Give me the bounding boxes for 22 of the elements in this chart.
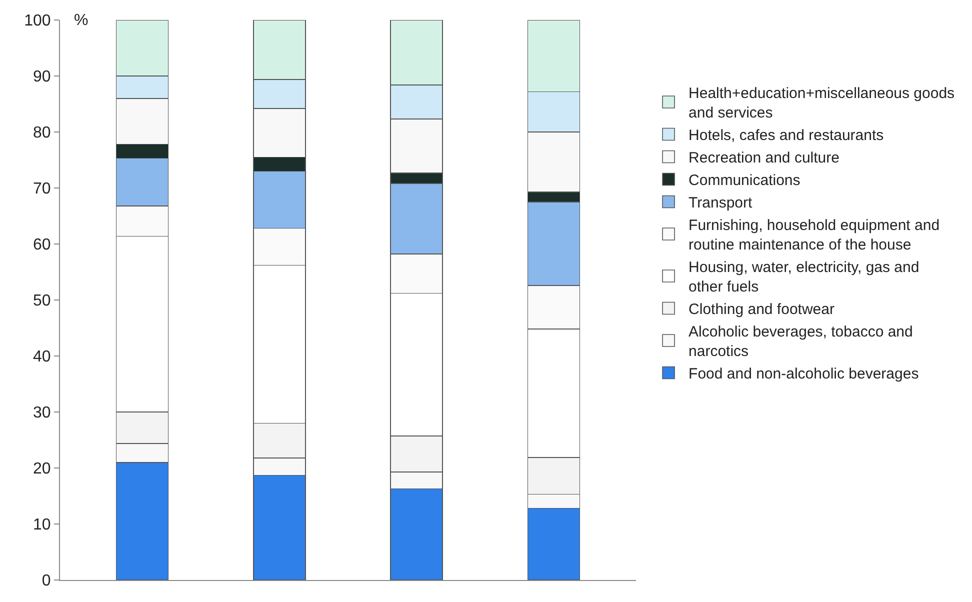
y-axis-title: % [74, 12, 88, 29]
legend-label: Food and non-alcoholic beverages [688, 366, 919, 383]
legend-label: Clothing and footwear [688, 301, 834, 318]
y-tick-label: 50 [33, 292, 51, 310]
y-tick-label: 90 [33, 68, 51, 86]
y-tick-label: 0 [42, 572, 51, 590]
legend-label: Health+education+miscellaneous goods and services [688, 85, 955, 122]
legend-label: Hotels, cafes and restaurants [688, 127, 884, 144]
y-tick-label: 60 [33, 236, 51, 254]
legend-label: Furnishing, household equipment and routine maintenance of the house [688, 217, 940, 254]
y-tick-label: 70 [33, 180, 51, 198]
y-tick-label: 100 [24, 12, 51, 30]
y-tick-label: 20 [33, 460, 51, 478]
y-tick-label: 80 [33, 124, 51, 142]
legend-label: Recreation and culture [688, 150, 840, 167]
legend-label: Transport [688, 194, 754, 212]
legend-label: Housing, water, electricity, gas and other fuels [688, 259, 920, 296]
y-tick-label: 10 [33, 516, 51, 534]
y-tick-label: 40 [33, 348, 51, 366]
legend-label: Communications [688, 172, 800, 190]
legend-label: Alcoholic beverages, tobacco and narcotics [688, 324, 913, 360]
y-tick-label: 30 [33, 404, 51, 422]
